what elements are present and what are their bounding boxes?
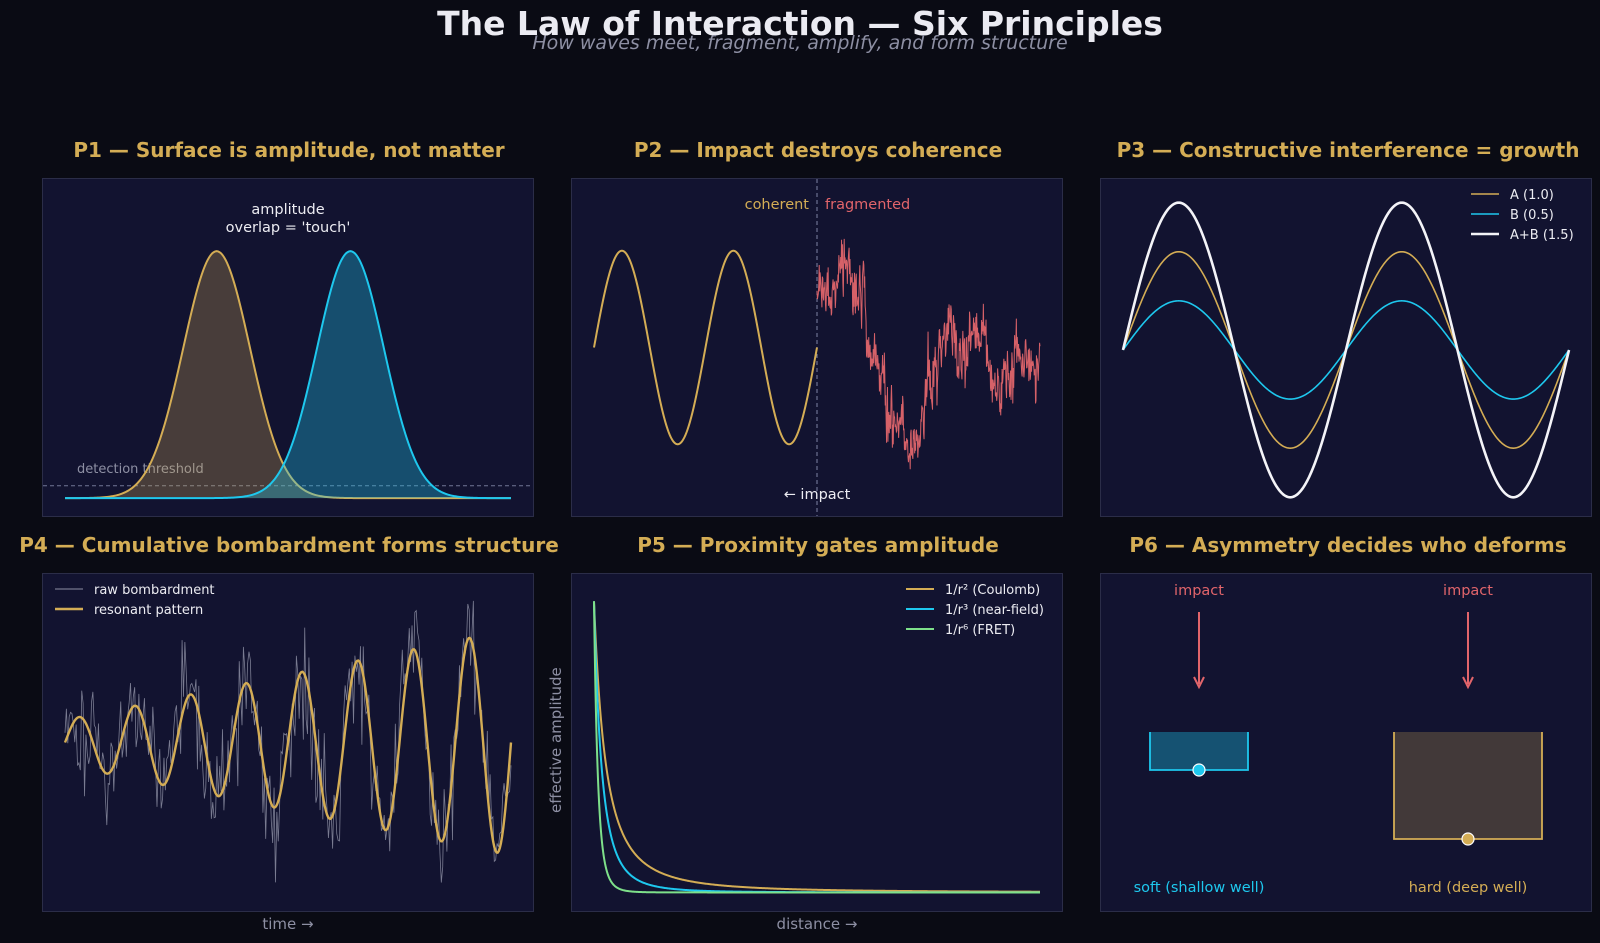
figure-subtitle: How waves meet, fragment, amplify, and f… [532, 32, 1068, 54]
p6-particle-1 [1192, 763, 1206, 777]
p4-xlabel: time → [262, 915, 314, 933]
p2-coherent-wave [593, 249, 818, 446]
panel-title-p2: P2 — Impact destroys coherence [633, 138, 1003, 162]
p5-series-2 [593, 601, 1040, 894]
p1-area-2 [65, 251, 511, 499]
p4-resonant-series [63, 636, 513, 854]
panel-title-p5: P5 — Proximity gates amplitude [637, 533, 999, 557]
p4-legend-label-1: raw bombardment [94, 583, 215, 598]
p3-legend-label-2: B (0.5) [1510, 208, 1554, 223]
p5-legend-label-3: 1/r⁶ (FRET) [945, 623, 1015, 638]
panel-p6-diagram: impact soft (shallow well) impact hard (dee… [1100, 573, 1592, 912]
p5-xlabel: distance → [776, 915, 858, 933]
p3-series-3 [1121, 201, 1571, 499]
p5-legend-label-2: 1/r³ (near-field) [945, 603, 1044, 618]
p2-coherent-label: coherent [745, 197, 810, 213]
p1-annotation-line-2: overlap = 'touch' [226, 220, 351, 236]
panel-title-p1: P1 — Surface is amplitude, not matter [73, 138, 505, 162]
p6-arrow-head-2 [1462, 676, 1474, 690]
panel-p4-chart: raw bombardment resonant pattern [42, 573, 534, 912]
p4-legend-label-2: resonant pattern [94, 603, 203, 618]
panel-title-p4: P4 — Cumulative bombardment forms struct… [19, 533, 559, 557]
panel-p1-chart: detection threshold amplitude overlap = 't… [42, 178, 534, 517]
p5-legend-label-1: 1/r² (Coulomb) [945, 583, 1040, 598]
panel-p5-chart: 1/r² (Coulomb) 1/r³ (near-field) 1/r⁶ (FRE… [571, 573, 1063, 912]
p1-curve-2 [65, 250, 511, 500]
p6-particle-2 [1461, 832, 1475, 846]
p1-threshold-label: detection threshold [77, 462, 204, 477]
p6-arrow-head-1 [1193, 676, 1205, 690]
p5-series-3 [593, 601, 1040, 894]
p6-well-2 [1393, 732, 1543, 840]
p6-impact-label-1: impact [1174, 583, 1224, 599]
p6-well-label-2: hard (deep well) [1409, 880, 1528, 896]
panel-p3-chart: A (1.0) B (0.5) A+B (1.5) [1100, 178, 1592, 517]
p1-area-1 [65, 251, 511, 499]
p1-annotation-line-1: amplitude [251, 202, 324, 218]
panel-title-p3: P3 — Constructive interference = growth [1116, 138, 1580, 162]
panel-p2-chart: coherent fragmented ← impact [571, 178, 1063, 517]
p3-legend-label-1: A (1.0) [1510, 188, 1554, 203]
p2-impact-label: ← impact [784, 487, 851, 503]
p5-ylabel: effective amplitude [547, 667, 565, 813]
p5-series-1 [593, 601, 1040, 893]
p3-legend-label-3: A+B (1.5) [1510, 228, 1574, 243]
p6-well-label-1: soft (shallow well) [1134, 880, 1265, 896]
p2-fragmented-wave [816, 238, 1041, 470]
p1-curve-1 [65, 250, 511, 500]
p2-fragmented-label: fragmented [825, 197, 910, 213]
panel-title-p6: P6 — Asymmetry decides who deforms [1129, 533, 1567, 557]
figure-title: The Law of Interaction — Six Principles [437, 4, 1163, 43]
p6-impact-label-2: impact [1443, 583, 1493, 599]
